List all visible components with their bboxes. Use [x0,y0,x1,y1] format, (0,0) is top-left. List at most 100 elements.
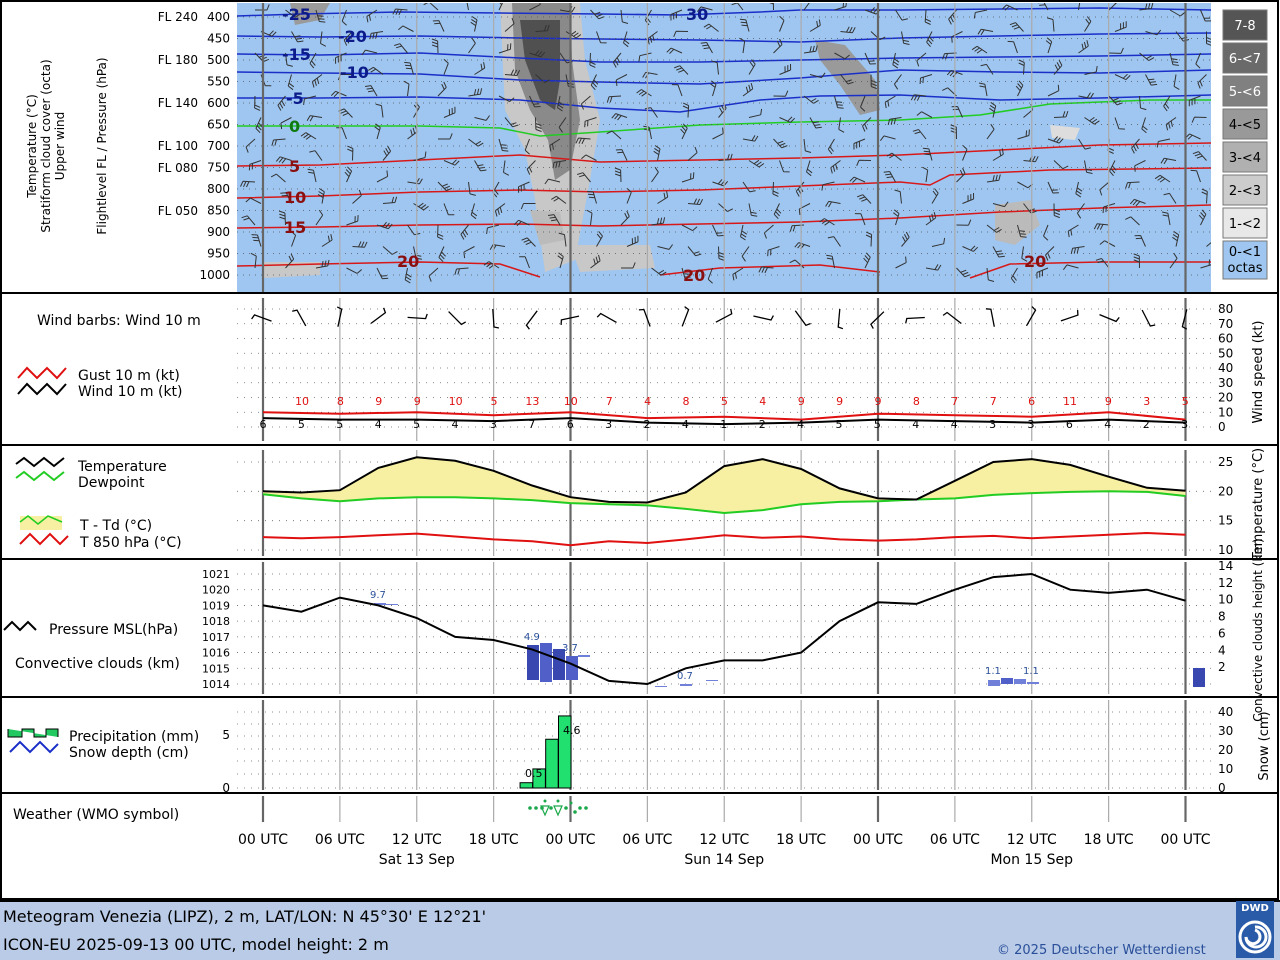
pressure-level-label: 400 [207,10,230,24]
copyright-notice: © 2025 Deutscher Wetterdienst [997,943,1206,958]
weather-grid [261,796,1187,822]
temperature-legend-label: Temperature [77,459,167,475]
convective-cloud-bar [1193,668,1205,687]
axis-tick-label: 10 [1218,762,1233,776]
upper-wind-barb [374,123,381,140]
upper-wind-barb [306,115,323,122]
flight-level-label: FL 140 [158,96,198,110]
upper-wind-barb [1009,22,1024,32]
upper-wind-barb [856,159,872,166]
upper-wind-barb [443,106,456,118]
upper-wind-barb [748,159,765,168]
isotherm-5 [237,142,1211,167]
isotherm-label: 20 [1024,252,1046,271]
upper-wind-barb [886,152,902,161]
upper-wind-barb [840,74,854,85]
upper-wind-barb [1047,17,1055,32]
upper-wind-barb [894,189,902,204]
temperature-series [262,456,1186,547]
time-tick-label: 00 UTC [545,832,595,848]
upper-wind-barb [1134,235,1146,247]
axis-tick-label: 12 [1218,576,1233,590]
axis-tick-label: 40 [1218,705,1233,719]
upper-wind-barb [1131,138,1140,154]
snow-y-label: Snow (cm) [1257,711,1272,780]
upper-wind-barb [437,181,453,192]
upper-wind-barb [636,89,652,97]
wind-barb-10m [681,306,690,327]
upper-wind-barb [557,95,565,112]
upper-wind-barb [748,108,763,118]
wind-barb-10m [905,316,925,324]
upper-wind-barb [1018,59,1025,75]
rain-dot-symbol [564,806,568,810]
upper-wind-barb [779,15,785,32]
isotherm-15 [237,204,1211,229]
time-tick-label: 12 UTC [699,832,749,848]
gust-value-label: 4 [644,395,651,408]
upper-wind-barb [1078,3,1081,11]
pressure-panel: 9.7 4.9 3.7 0.7 1.1 1.1 Pressure MSL(hPa… [3,538,1265,722]
upper-wind-barb [1125,216,1140,226]
upper-wind-barb [520,203,536,210]
upper-wind-barb [361,49,378,56]
rain-dot-symbol [578,806,582,810]
time-tick-label: 12 UTC [392,832,442,848]
wind-value-label: 6 [1066,418,1073,431]
upper-wind-barb [580,95,591,110]
dwd-logo: DWD [1236,901,1274,958]
isotherm-label: 30 [686,5,708,24]
gust-value-label: 10 [449,395,463,408]
flight-level-label: FL 080 [158,161,198,175]
pressure-level-label: 600 [207,96,230,110]
upper-wind-barb [352,189,362,204]
upper-wind-barb [1198,209,1207,226]
time-tick-label: 18 UTC [469,832,519,848]
upper-wind-barb [1163,95,1171,112]
upper-wind-barb [870,74,877,90]
upper-wind-barb [653,145,661,161]
upper-wind-barb [834,52,850,60]
upper-wind-barb [369,31,384,40]
isotherm-10 [237,167,1211,199]
upper-wind-barb [431,38,439,54]
precipitation-grid [237,700,1211,790]
upper-wind-barb [956,267,971,278]
time-tick-label: 18 UTC [776,832,826,848]
upper-wind-barb [1099,240,1116,247]
rain-dot-symbol [584,806,588,810]
upper-wind-barb [986,267,995,282]
snow-right-ticks: 40 30 20 10 0 [1218,705,1233,795]
upper-wind-barb [1053,203,1060,219]
upper-wind-barb [950,124,957,140]
axis-tick-label: 0 [1218,420,1226,434]
upper-wind-barb [581,154,597,161]
wind-barb-10m [292,309,307,327]
wind-barbs-10m [251,306,1188,330]
upper-wind-barb [864,52,876,65]
time-tick-label: 06 UTC [315,832,365,848]
upper-wind-barb [470,16,478,32]
upper-wind-barb [712,224,724,237]
cloud-legend-label: 4-<5 [1229,118,1261,133]
rain-dot-symbol [528,806,532,810]
upper-wind-barb [892,52,900,69]
upper-wind-barb [558,232,567,247]
upper-wind-barb [587,190,597,204]
upper-wind-barb [803,45,818,54]
upper-wind-barb [330,90,347,98]
upper-wind-barb [739,18,750,32]
upper-wind-barb [779,63,792,75]
upper-wind-barb [307,168,317,183]
dwd-logo-text: DWD [1241,903,1269,914]
spread-legend-border [19,515,63,525]
upper-wind-barb [285,253,295,269]
axis-tick-label: 4 [1218,643,1226,657]
convective-cloud-label: 3.7 [562,643,578,654]
upper-wind-barb [474,160,487,172]
upper-wind-barb [535,117,542,132]
upper-wind-barb [623,31,630,48]
wind-barb-10m [794,310,811,327]
upper-wind-barb [687,198,704,205]
upper-wind-barb [711,60,719,75]
